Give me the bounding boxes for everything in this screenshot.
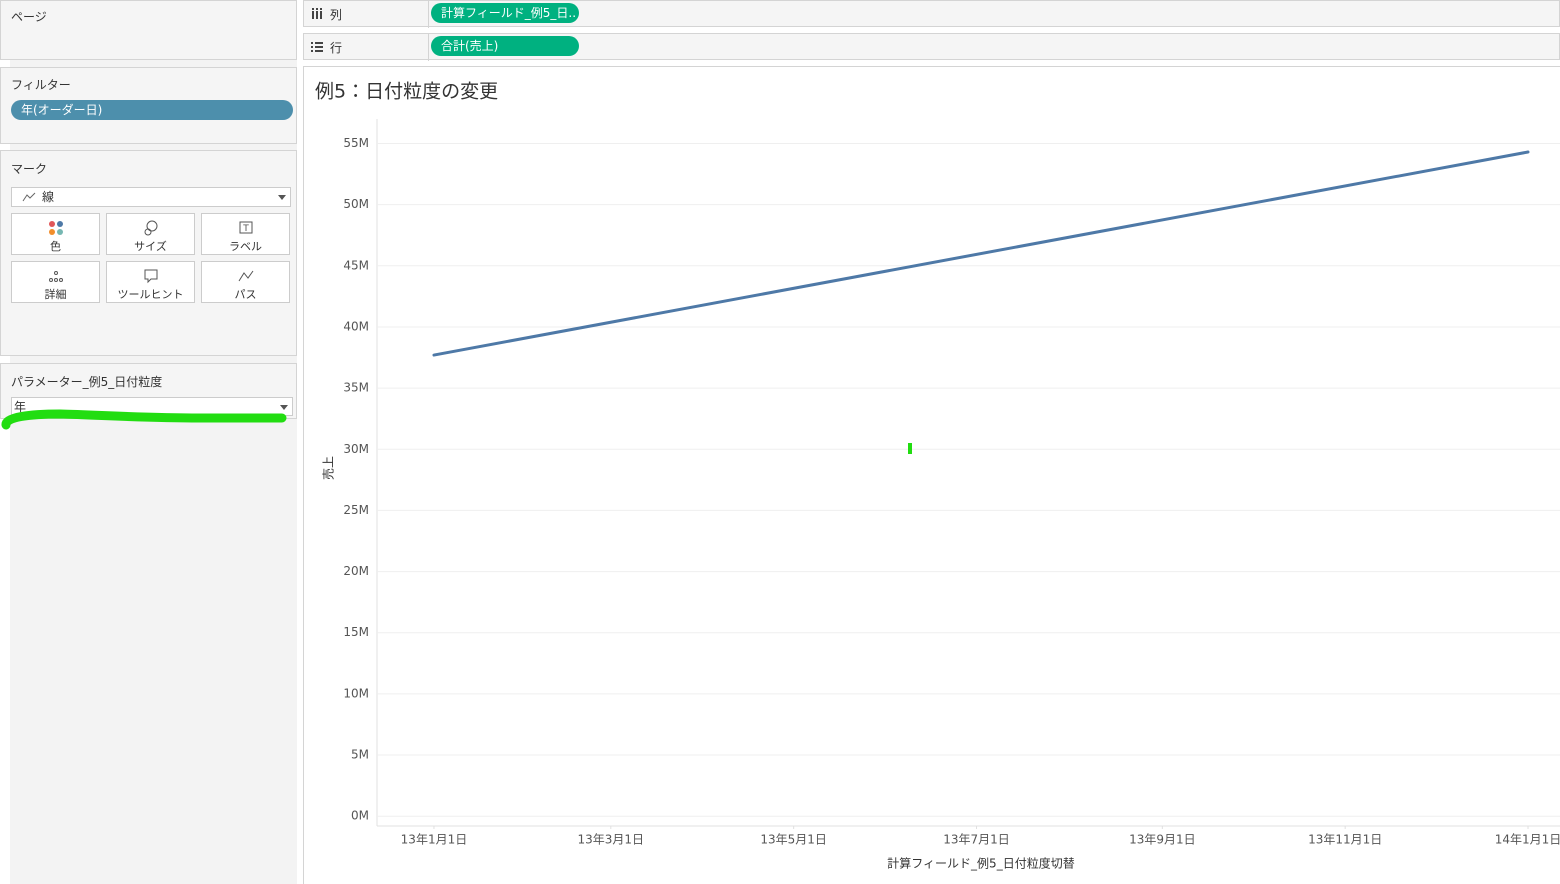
rows-pill[interactable]: 合計(売上) <box>431 36 579 56</box>
parameter-value: 年 <box>14 400 27 414</box>
detail-icon <box>48 271 63 282</box>
svg-text:T: T <box>242 224 249 234</box>
y-tick-label: 40M <box>343 319 369 333</box>
color-button[interactable]: 色 <box>11 213 100 255</box>
y-tick-label: 50M <box>343 197 369 211</box>
x-tick-label: 13年11月1日 <box>1308 833 1382 847</box>
tooltip-button[interactable]: ツールヒント <box>106 261 195 303</box>
dropdown-arrow <box>278 195 286 200</box>
highlight-scribble <box>1 409 287 430</box>
filter-pill[interactable]: 年(オーダー日) <box>11 100 293 120</box>
path-button[interactable]: パス <box>201 261 290 303</box>
marks-card: マーク 線 色 サイズ T ラベル 詳細 ツールヒント パス <box>0 150 297 356</box>
size-icon <box>144 220 157 236</box>
y-tick-label: 10M <box>343 686 369 700</box>
y-tick-label: 35M <box>343 381 369 395</box>
color-icon <box>48 221 63 235</box>
line-icon <box>22 192 36 202</box>
rows-icon <box>311 42 323 52</box>
detail-button[interactable]: 詳細 <box>11 261 100 303</box>
sidebar <box>10 0 297 884</box>
dropdown-arrow <box>280 405 288 410</box>
size-button[interactable]: サイズ <box>106 213 195 255</box>
button-label: 色 <box>50 240 61 253</box>
x-tick-label: 14年1月1日 <box>1495 833 1560 847</box>
rows-shelf: 行 合計(売上) <box>303 33 1560 61</box>
button-label: ラベル <box>229 240 262 253</box>
label-icon: T <box>239 221 252 234</box>
chart-title: 例5：日付粒度の変更 <box>315 81 498 103</box>
y-tick-label: 55M <box>343 136 369 150</box>
mark-type-dropdown[interactable]: 線 <box>11 187 291 207</box>
sales-line <box>432 150 1530 357</box>
columns-icon <box>312 8 322 19</box>
columns-label: 列 <box>330 8 343 22</box>
y-tick-label: 45M <box>343 258 369 272</box>
x-tick-label: 13年1月1日 <box>401 833 468 847</box>
parameter-label: パラメーター_例5_日付粒度 <box>11 375 163 389</box>
left-gutter <box>0 0 10 884</box>
y-tick-label: 15M <box>343 625 369 639</box>
chart: 例5：日付粒度の変更 計算フィールド_例5_日付粒度切替 売上 0M 5M 10M 1… <box>303 66 1560 884</box>
button-label: パス <box>234 288 257 301</box>
columns-pill[interactable]: 計算フィールド_例5_日.. <box>431 3 579 23</box>
rows-label: 行 <box>330 41 343 55</box>
y-tick-label: 30M <box>343 442 369 456</box>
button-label: サイズ <box>134 240 167 253</box>
marks-label: マーク <box>11 162 48 176</box>
x-tick-label: 13年3月1日 <box>578 833 645 847</box>
x-tick-label: 13年9月1日 <box>1129 833 1196 847</box>
button-label: 詳細 <box>44 288 67 301</box>
mark-type: 線 <box>42 190 55 204</box>
y-tick-label: 25M <box>343 503 369 517</box>
shelf-divider <box>428 34 429 61</box>
y-tick-label: 0M <box>351 809 369 823</box>
label-button[interactable]: T ラベル <box>201 213 290 255</box>
y-tick-label: 20M <box>343 564 369 578</box>
pages-card: ページ <box>0 0 297 60</box>
x-tick-label: 13年7月1日 <box>943 833 1010 847</box>
button-label: ツールヒント <box>117 288 184 301</box>
tooltip-icon <box>144 269 157 284</box>
shelf-divider <box>428 1 429 28</box>
filters-label: フィルター <box>11 78 71 92</box>
y-tick-label: 5M <box>351 748 369 762</box>
x-axis-title: 計算フィールド_例5_日付粒度切替 <box>887 856 1074 871</box>
highlight-mark <box>908 443 912 454</box>
path-icon <box>238 270 253 282</box>
pages-label: ページ <box>11 10 47 24</box>
columns-shelf: 列 計算フィールド_例5_日.. <box>303 0 1560 28</box>
filters-card: フィルター 年(オーダー日) <box>0 67 297 144</box>
x-tick-label: 13年5月1日 <box>760 833 827 847</box>
y-axis-title: 売上 <box>321 456 336 480</box>
